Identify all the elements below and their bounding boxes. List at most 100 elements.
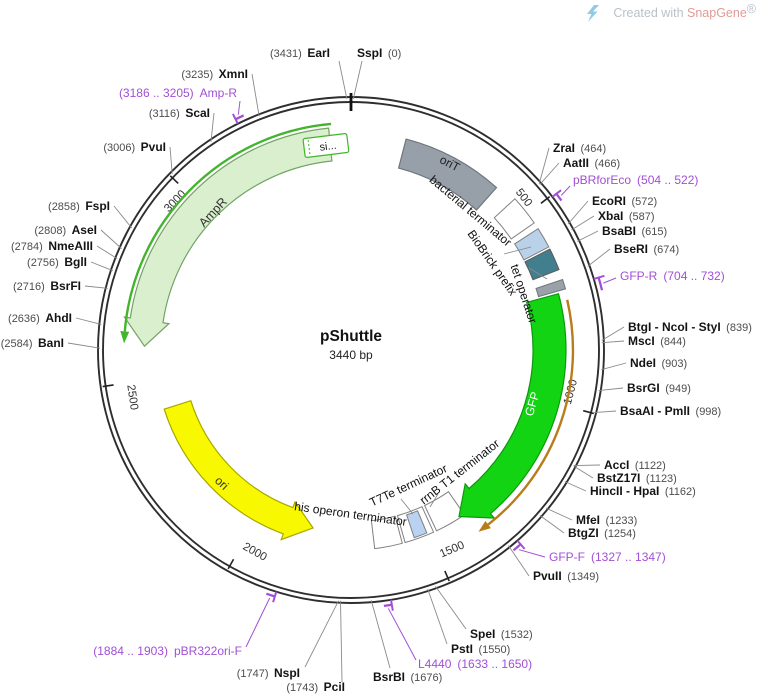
primer-label-gfp-r: GFP-R (704 .. 732): [620, 269, 725, 283]
enzyme-label-aatii: AatII (466): [563, 156, 620, 170]
enzyme-label-btgi-ncoi-styi: BtgI - NcoI - StyI (839): [628, 320, 752, 334]
enzyme-leader-bani: [67, 342, 101, 349]
enzyme-label-sspi: SspI (0): [357, 46, 401, 60]
enzyme-leader-pvui: [169, 146, 173, 174]
primer-mark-pbrforeco: [555, 193, 563, 202]
enzyme-leader-ahdi: [75, 317, 102, 325]
feature-tet-operator: [535, 278, 567, 298]
feature-orit: [397, 138, 498, 211]
plasmid-name: pShuttle: [320, 328, 382, 345]
tick-mark-500: [540, 195, 551, 204]
enzyme-leader-sspi: [352, 60, 363, 100]
enzyme-leader-nmeaiii: [96, 245, 118, 259]
rrnb-leader: [429, 493, 439, 508]
feature-ampr: [123, 127, 333, 348]
feature-arrowhead-ampr-signal: [120, 331, 130, 344]
enzyme-label-pvuii: PvuII (1349): [533, 569, 599, 583]
primer-mark-gfp-r: [597, 277, 604, 291]
tick-mark-3000: [169, 175, 179, 184]
primer-leader-pbr322ori-f: [245, 597, 271, 648]
primer-mark-pbr322ori-f: [266, 592, 276, 598]
primer-label-l4440: L4440 (1633 .. 1650): [418, 657, 532, 671]
enzyme-label-nmeaiii: (2784) NmeAIII: [11, 239, 93, 253]
watermark: Created with SnapGene®: [587, 2, 757, 22]
primer-mark-tick-gfp-f: [516, 539, 526, 550]
enzyme-leader-msci: [601, 340, 625, 344]
enzyme-leader-asei: [100, 229, 122, 249]
enzyme-label-scai: (3116) ScaI: [149, 106, 210, 120]
enzyme-leader-psti: [427, 588, 448, 645]
primer-mark-tick-gfp-r: [593, 274, 605, 280]
enzyme-leader-hincii-hpai: [564, 481, 587, 492]
tick-mark-2000: [227, 558, 235, 570]
enzyme-leader-bsrgi: [598, 387, 624, 392]
tick-mark-2500: [102, 384, 114, 388]
enzyme-label-bseri: BseRI (674): [614, 242, 679, 256]
watermark-registered-mark: ®: [747, 2, 757, 16]
tick-label-2000: 2000: [241, 541, 269, 564]
enzyme-label-ahdi: (2636) AhdI: [8, 311, 72, 325]
enzyme-leader-eari: [338, 60, 348, 100]
enzyme-leader-scai: [210, 112, 215, 142]
feature-line-orange-arc: [487, 299, 575, 526]
enzyme-label-bsrbi: BsrBI (1676): [373, 670, 442, 684]
enzyme-label-bstz17i: BstZ17I (1123): [597, 471, 677, 485]
primer-leader-gfp-f: [518, 549, 546, 558]
primer-label-amp-r: (3186 .. 3205) Amp-R: [119, 86, 237, 100]
enzyme-leader-bstz17i: [573, 465, 594, 479]
primer-label-gfp-f: GFP-F (1327 .. 1347): [549, 550, 666, 564]
primer-leader-amp-r: [237, 100, 241, 115]
enzyme-leader-mfei: [545, 507, 573, 521]
enzyme-leader-spei: [435, 586, 467, 630]
enzyme-leader-bsabi: [577, 230, 599, 242]
enzyme-leader-btgi-ncoi-styi: [601, 326, 625, 341]
primer-mark-l4440: [383, 603, 392, 608]
primer-mark-tick-pbr322ori-f: [272, 591, 278, 603]
enzyme-label-mfei: MfeI (1233): [576, 513, 637, 527]
enzyme-leader-fspi: [113, 205, 133, 229]
feature-gfp: [458, 292, 567, 519]
tick-label-2500: 2500: [124, 384, 140, 411]
feature-label-gfp: GFP: [522, 390, 542, 418]
ampr-signal-label-box: si...: [302, 133, 350, 158]
enzyme-label-xbai: XbaI (587): [598, 209, 655, 223]
primer-mark-tick-amp-r: [232, 113, 239, 125]
enzyme-label-nspi: (1747) NspI: [237, 666, 300, 680]
enzyme-leader-bsrfi: [84, 285, 108, 289]
feature-biobrick-prefix-b: [524, 248, 560, 281]
enzyme-label-bsrfi: (2716) BsrFI: [13, 279, 81, 293]
tick-mark-1000: [582, 409, 595, 415]
primer-leader-gfp-r: [603, 277, 617, 284]
enzyme-leader-aatii: [539, 162, 560, 185]
plasmid-title-block: pShuttle 3440 bp: [320, 328, 382, 362]
primer-leader-l4440: [387, 608, 417, 661]
enzyme-label-ndei: NdeI (903): [630, 356, 687, 370]
enzyme-label-bsrgi: BsrGI (949): [627, 381, 691, 395]
enzyme-label-btgzi: BtgZI (1254): [568, 526, 636, 540]
enzyme-leader-btgzi: [539, 515, 565, 534]
enzyme-leader-bgli: [90, 261, 114, 272]
t7te-leader: [400, 498, 414, 515]
watermark-prefix: Created with: [613, 6, 687, 20]
enzyme-label-fspi: (2858) FspI: [48, 199, 110, 213]
enzyme-leader-acci: [573, 464, 601, 467]
feature-his-operon-terminator: [370, 515, 403, 550]
enzyme-label-xmni: (3235) XmnI: [181, 67, 248, 81]
enzyme-label-bgli: (2756) BglI: [27, 255, 87, 269]
plasmid-size: 3440 bp: [329, 348, 373, 362]
watermark-text: Created with SnapGene®: [613, 2, 756, 20]
enzyme-leader-bsrbi: [370, 600, 391, 669]
enzyme-label-bsabi: BsaBI (615): [602, 224, 667, 238]
enzyme-leader-xmni: [251, 73, 260, 117]
enzyme-leader-ndei: [601, 362, 627, 371]
enzyme-leader-bsaai-pmli: [594, 410, 617, 414]
feature-arrowhead-orange-arc: [478, 521, 491, 532]
snapgene-flash-icon: [587, 5, 599, 22]
feature-line-ampr-signal: [123, 122, 332, 332]
enzyme-label-bsaai-pmli: BsaAI - PmlI (998): [620, 404, 721, 418]
enzyme-leader-nspi: [304, 600, 340, 668]
enzyme-label-ecori: EcoRI (572): [592, 194, 657, 208]
enzyme-label-zrai: ZraI (464): [553, 141, 606, 155]
enzyme-leader-zrai: [538, 147, 550, 185]
enzyme-label-hincii-hpai: HincII - HpaI (1162): [590, 484, 696, 498]
